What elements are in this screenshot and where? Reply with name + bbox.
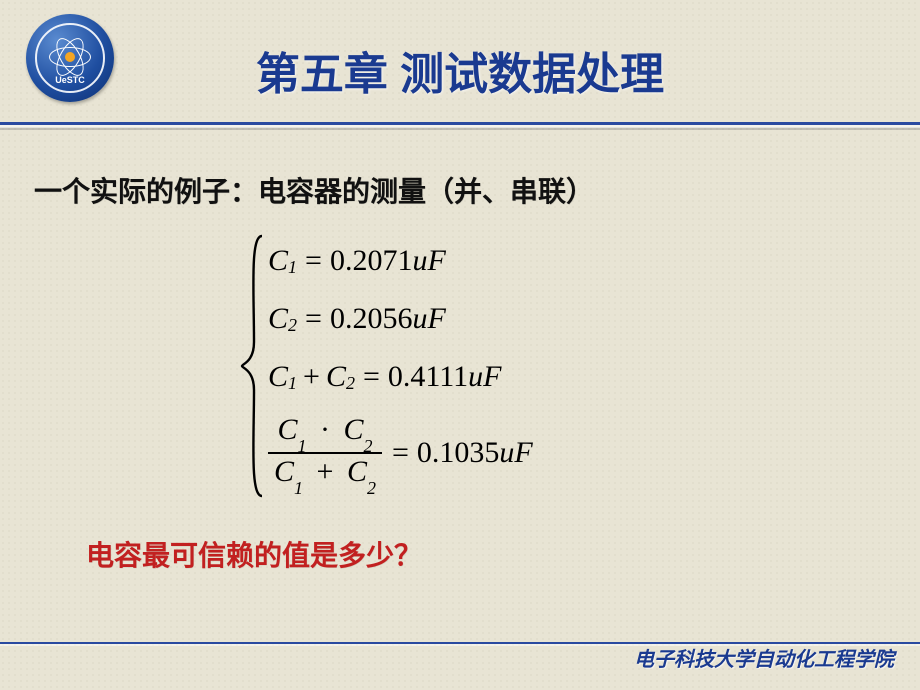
footer-text: 电子科技大学自动化工程学院 [634, 643, 894, 672]
slide-title: 第五章 测试数据处理 [0, 38, 920, 102]
equation-fraction: C1 · C2 C1 + C2 = 0.1035uF [268, 406, 533, 500]
header: UeSTC 第五章 测试数据处理 [0, 0, 920, 130]
equation-block: C1 = 0.2071uF C2 = 0.2056uF C1 + C2 = 0.… [240, 232, 890, 500]
question-text: 电容最可信赖的值是多少？ [86, 534, 890, 574]
header-rule [0, 122, 920, 125]
equation-c1: C1 = 0.2071uF [268, 232, 533, 290]
intro-text: 一个实际的例子：电容器的测量（并、串联） [34, 170, 890, 210]
equation-c2: C2 = 0.2056uF [268, 290, 533, 348]
left-brace [240, 232, 268, 500]
slide-content: 一个实际的例子：电容器的测量（并、串联） C1 = 0.2071uF C2 = … [0, 130, 920, 574]
equation-sum: C1 + C2 = 0.4111uF [268, 348, 533, 406]
